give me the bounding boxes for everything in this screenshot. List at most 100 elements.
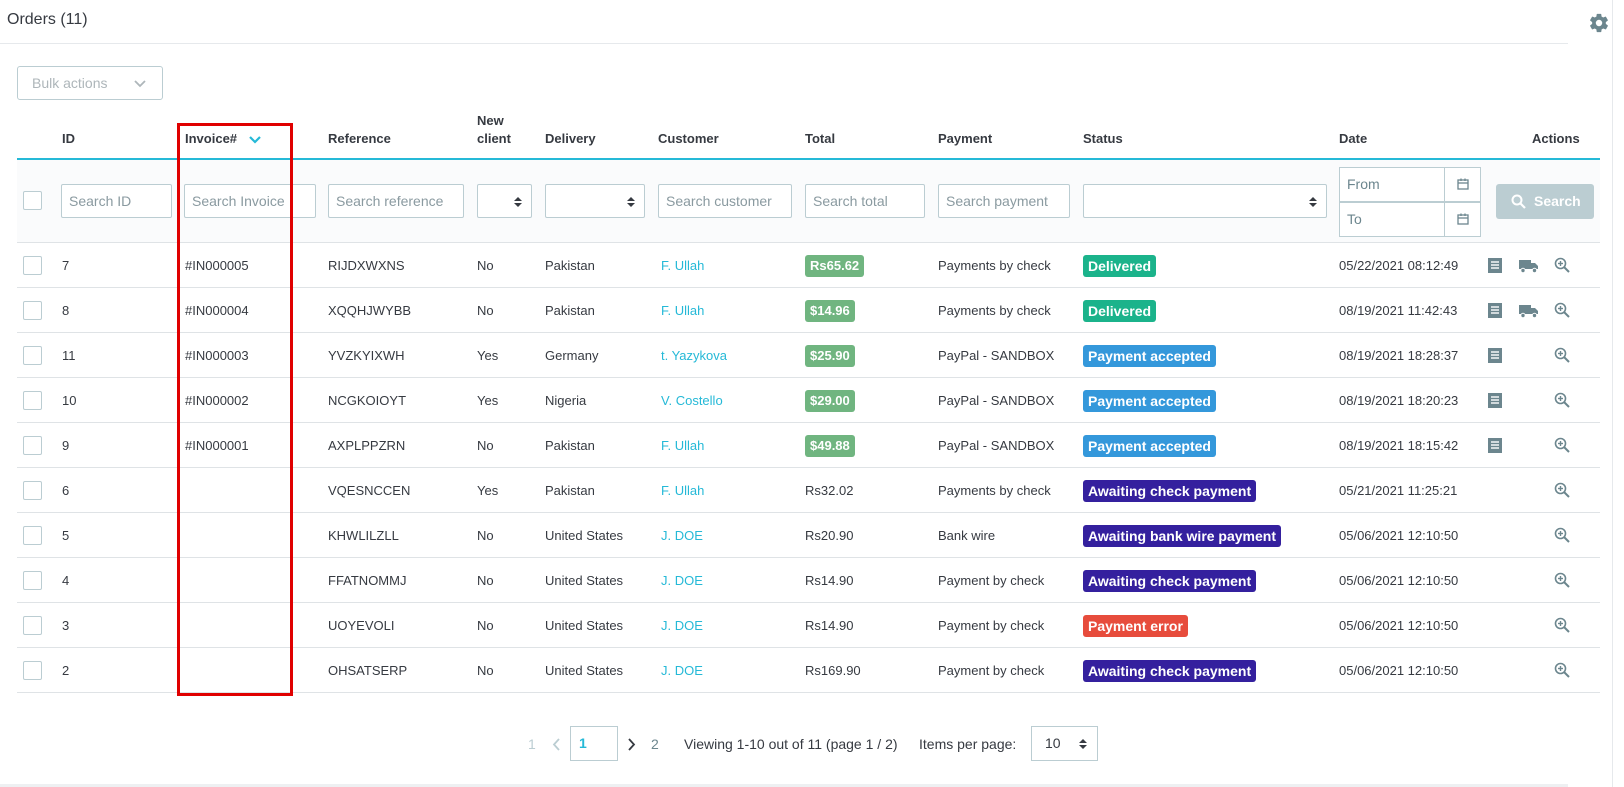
status-badge[interactable]: Payment accepted — [1083, 435, 1216, 457]
pagination-next-page[interactable]: 2 — [651, 736, 659, 752]
table-row[interactable]: 4 FFATNOMMJ No United States J. DOE Rs14.90 Pa… — [17, 558, 1600, 603]
column-header-reference[interactable]: Reference — [328, 131, 391, 146]
zoom-in-icon[interactable] — [1553, 571, 1571, 589]
row-checkbox[interactable] — [23, 301, 42, 320]
date-to-input[interactable]: To — [1339, 202, 1481, 237]
search-invoice-input[interactable] — [184, 184, 316, 218]
status-badge[interactable]: Payment accepted — [1083, 345, 1216, 367]
pagination-first-page[interactable]: 1 — [528, 736, 536, 752]
zoom-in-icon[interactable] — [1553, 301, 1571, 319]
chevron-right-icon[interactable] — [628, 738, 636, 751]
new-client-select[interactable] — [477, 184, 532, 218]
status-badge[interactable]: Payment accepted — [1083, 390, 1216, 412]
order-customer-link[interactable]: F. Ullah — [661, 303, 705, 318]
table-row[interactable]: 7 #IN000005 RIJDXWXNS No Pakistan F. Ullah Rs6… — [17, 243, 1600, 288]
search-total-input[interactable] — [805, 184, 925, 218]
zoom-in-icon[interactable] — [1553, 616, 1571, 634]
column-header-customer[interactable]: Customer — [658, 131, 719, 146]
invoice-icon[interactable] — [1486, 256, 1504, 274]
table-row[interactable]: 11 #IN000003 YVZKYIXWH Yes Germany t. Yazykov… — [17, 333, 1600, 378]
zoom-in-icon[interactable] — [1553, 661, 1571, 679]
items-per-page-select[interactable]: 10 — [1031, 726, 1098, 761]
search-reference-input[interactable] — [328, 184, 464, 218]
row-checkbox[interactable] — [23, 436, 42, 455]
invoice-column-highlight — [177, 123, 293, 696]
order-total-badge: $29.00 — [805, 390, 855, 412]
bulk-actions-button[interactable]: Bulk actions — [17, 66, 163, 100]
delivery-select[interactable] — [545, 184, 645, 218]
table-row[interactable]: 9 #IN000001 AXPLPPZRN No Pakistan F. Ullah $49… — [17, 423, 1600, 468]
zoom-in-icon[interactable] — [1553, 436, 1571, 454]
status-badge[interactable]: Delivered — [1083, 300, 1157, 322]
order-customer-link[interactable]: F. Ullah — [661, 258, 705, 273]
table-row[interactable]: 2 OHSATSERP No United States J. DOE Rs169.90 P… — [17, 648, 1600, 693]
search-customer-input[interactable] — [658, 184, 792, 218]
column-header-date[interactable]: Date — [1339, 131, 1368, 146]
zoom-in-icon[interactable] — [1553, 346, 1571, 364]
invoice-icon[interactable] — [1486, 436, 1504, 454]
search-payment-input[interactable] — [938, 184, 1070, 218]
invoice-icon[interactable] — [1486, 301, 1504, 319]
order-customer-link[interactable]: V. Costello — [661, 393, 723, 408]
current-page-input[interactable]: 1 — [570, 726, 618, 761]
column-header-invoice-label: Invoice# — [185, 131, 238, 146]
column-header-delivery[interactable]: Delivery — [545, 131, 596, 146]
select-arrows-icon — [627, 197, 635, 207]
zoom-in-icon[interactable] — [1553, 526, 1571, 544]
order-invoice: #IN000001 — [185, 438, 249, 453]
status-select[interactable] — [1083, 184, 1327, 218]
column-header-invoice[interactable]: Invoice# — [185, 131, 261, 146]
select-all-checkbox[interactable] — [23, 191, 42, 210]
date-from-input[interactable]: From — [1339, 167, 1481, 202]
table-row[interactable]: 3 UOYEVOLI No United States J. DOE Rs14.90 Pay… — [17, 603, 1600, 648]
row-checkbox[interactable] — [23, 346, 42, 365]
order-customer-link[interactable]: t. Yazykova — [661, 348, 727, 363]
search-button[interactable]: Search — [1496, 184, 1594, 219]
truck-icon[interactable] — [1518, 256, 1540, 274]
column-header-total[interactable]: Total — [805, 131, 836, 146]
row-checkbox[interactable] — [23, 481, 42, 500]
invoice-icon[interactable] — [1486, 346, 1504, 364]
status-badge[interactable]: Payment error — [1083, 615, 1188, 637]
calendar-icon[interactable] — [1444, 168, 1480, 201]
table-row[interactable]: 10 #IN000002 NCGKOIOYT Yes Nigeria V. Costell… — [17, 378, 1600, 423]
status-badge[interactable]: Awaiting check payment — [1083, 570, 1257, 592]
order-payment: Payments by check — [938, 483, 1051, 498]
row-checkbox[interactable] — [23, 391, 42, 410]
search-id-input[interactable] — [61, 184, 172, 218]
row-checkbox[interactable] — [23, 661, 42, 680]
status-badge[interactable]: Awaiting check payment — [1083, 480, 1257, 502]
invoice-icon[interactable] — [1486, 391, 1504, 409]
order-customer-link[interactable]: F. Ullah — [661, 438, 705, 453]
row-checkbox[interactable] — [23, 616, 42, 635]
column-header-status[interactable]: Status — [1083, 131, 1123, 146]
table-row[interactable]: 8 #IN000004 XQQHJWYBB No Pakistan F. Ullah $14… — [17, 288, 1600, 333]
truck-icon[interactable] — [1518, 301, 1540, 319]
order-date: 05/21/2021 11:25:21 — [1339, 483, 1458, 498]
order-customer-link[interactable]: J. DOE — [661, 573, 703, 588]
status-badge[interactable]: Awaiting check payment — [1083, 660, 1257, 682]
zoom-in-icon[interactable] — [1553, 256, 1571, 274]
order-customer-link[interactable]: J. DOE — [661, 618, 703, 633]
zoom-in-icon[interactable] — [1553, 391, 1571, 409]
order-customer-link[interactable]: J. DOE — [661, 528, 703, 543]
calendar-icon[interactable] — [1444, 203, 1480, 236]
row-checkbox[interactable] — [23, 571, 42, 590]
status-badge[interactable]: Delivered — [1083, 255, 1157, 277]
column-header-new-client[interactable]: New client — [477, 112, 511, 148]
row-checkbox[interactable] — [23, 526, 42, 545]
status-badge[interactable]: Awaiting bank wire payment — [1083, 525, 1282, 547]
table-row[interactable]: 5 KHWLILZLL No United States J. DOE Rs20.90 Ba… — [17, 513, 1600, 558]
column-header-id[interactable]: ID — [62, 131, 75, 146]
chevron-left-icon[interactable] — [552, 738, 560, 751]
column-header-payment[interactable]: Payment — [938, 131, 993, 146]
order-customer-link[interactable]: F. Ullah — [661, 483, 705, 498]
order-payment: Payments by check — [938, 303, 1051, 318]
order-customer-link[interactable]: J. DOE — [661, 663, 703, 678]
zoom-in-icon[interactable] — [1553, 481, 1571, 499]
gear-icon[interactable] — [1588, 12, 1610, 34]
sort-desc-icon[interactable] — [248, 135, 261, 144]
table-row[interactable]: 6 VQESNCCEN Yes Pakistan F. Ullah Rs32.02 Paym… — [17, 468, 1600, 513]
select-arrows-icon — [514, 197, 522, 207]
row-checkbox[interactable] — [23, 256, 42, 275]
